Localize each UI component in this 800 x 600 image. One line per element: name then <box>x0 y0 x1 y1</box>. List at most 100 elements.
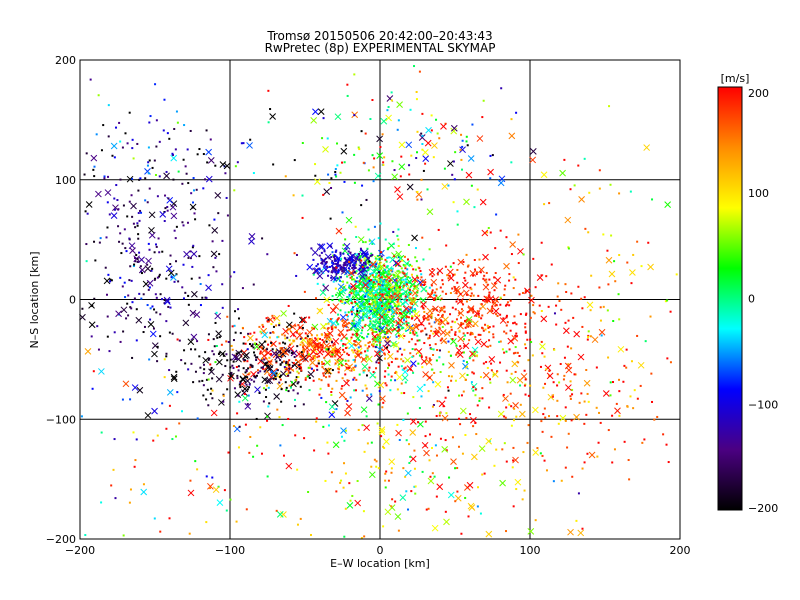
data-point <box>503 330 506 333</box>
data-point <box>517 233 520 236</box>
data-point <box>512 459 515 462</box>
data-point <box>380 291 383 294</box>
data-point <box>270 323 273 326</box>
data-point <box>296 345 299 348</box>
data-point <box>168 517 171 520</box>
data-point <box>420 356 423 359</box>
data-point-cross <box>207 482 214 490</box>
data-point <box>436 400 439 403</box>
data-point <box>338 291 341 294</box>
data-point <box>327 326 330 329</box>
data-point <box>364 287 367 290</box>
data-point <box>517 262 520 265</box>
data-point <box>396 388 399 391</box>
data-point <box>210 366 213 369</box>
data-point <box>385 337 388 340</box>
data-point <box>322 350 325 353</box>
data-point <box>236 377 239 380</box>
data-point <box>100 431 103 434</box>
data-point <box>106 335 109 338</box>
data-point <box>403 255 406 258</box>
data-point <box>174 435 177 438</box>
data-point-cross <box>270 369 278 377</box>
data-point <box>275 372 278 375</box>
data-point <box>364 384 367 387</box>
data-point <box>288 363 291 366</box>
data-point <box>470 381 473 384</box>
data-point-cross <box>643 144 651 151</box>
data-point <box>137 233 140 236</box>
data-point <box>113 331 116 334</box>
data-point <box>367 228 370 231</box>
data-point <box>154 243 157 246</box>
data-point <box>106 201 109 204</box>
data-point-cross <box>384 339 391 347</box>
data-point <box>341 377 344 380</box>
data-point-cross <box>409 429 417 436</box>
data-point <box>189 479 192 482</box>
data-point <box>161 250 164 253</box>
data-point <box>122 534 125 537</box>
data-point <box>323 327 326 330</box>
data-point <box>378 341 381 344</box>
data-point-cross <box>431 524 439 532</box>
data-point-cross <box>219 161 227 168</box>
data-point-cross <box>343 379 350 387</box>
data-point <box>81 307 84 310</box>
data-point <box>439 286 442 289</box>
data-point-cross <box>346 502 354 509</box>
data-point-cross <box>425 312 433 320</box>
data-point-cross <box>337 359 345 366</box>
data-point <box>103 177 106 180</box>
data-point <box>354 355 357 358</box>
data-point <box>493 276 496 279</box>
data-point <box>458 394 461 397</box>
data-point <box>139 209 142 212</box>
data-point <box>428 344 431 347</box>
data-point <box>428 336 431 339</box>
data-point <box>581 307 584 310</box>
data-point <box>302 349 305 352</box>
data-point-cross <box>354 334 362 342</box>
data-point <box>404 275 407 278</box>
data-point <box>632 253 635 256</box>
data-point <box>314 163 317 166</box>
data-point <box>347 252 350 255</box>
data-point <box>372 276 375 279</box>
data-point <box>336 142 339 145</box>
data-point <box>205 475 208 478</box>
data-point <box>155 145 158 148</box>
data-point <box>196 340 199 343</box>
data-point <box>126 142 129 145</box>
data-point-cross <box>322 284 330 292</box>
data-point-cross <box>465 171 473 179</box>
data-point <box>230 371 233 374</box>
data-point <box>423 310 426 313</box>
data-point <box>467 515 470 518</box>
data-point-cross <box>478 266 485 274</box>
data-point <box>258 391 261 394</box>
data-point <box>246 348 249 351</box>
data-point <box>152 327 155 330</box>
data-point <box>267 318 270 321</box>
data-point <box>421 236 424 239</box>
data-point <box>364 132 367 135</box>
data-point <box>443 167 446 170</box>
data-point <box>277 335 280 338</box>
data-point <box>399 308 402 311</box>
data-point-cross <box>345 216 353 224</box>
data-point <box>370 290 373 293</box>
data-point <box>392 285 395 288</box>
data-point <box>583 400 586 403</box>
data-point <box>399 347 402 350</box>
data-point <box>339 251 342 254</box>
data-point <box>407 287 410 290</box>
data-point <box>427 337 430 340</box>
data-point <box>140 272 143 275</box>
data-point <box>85 243 88 246</box>
data-point-cross <box>378 428 386 436</box>
data-point-cross <box>455 347 463 354</box>
data-point <box>312 369 315 372</box>
data-point <box>430 347 433 350</box>
data-point-cross <box>193 311 201 318</box>
